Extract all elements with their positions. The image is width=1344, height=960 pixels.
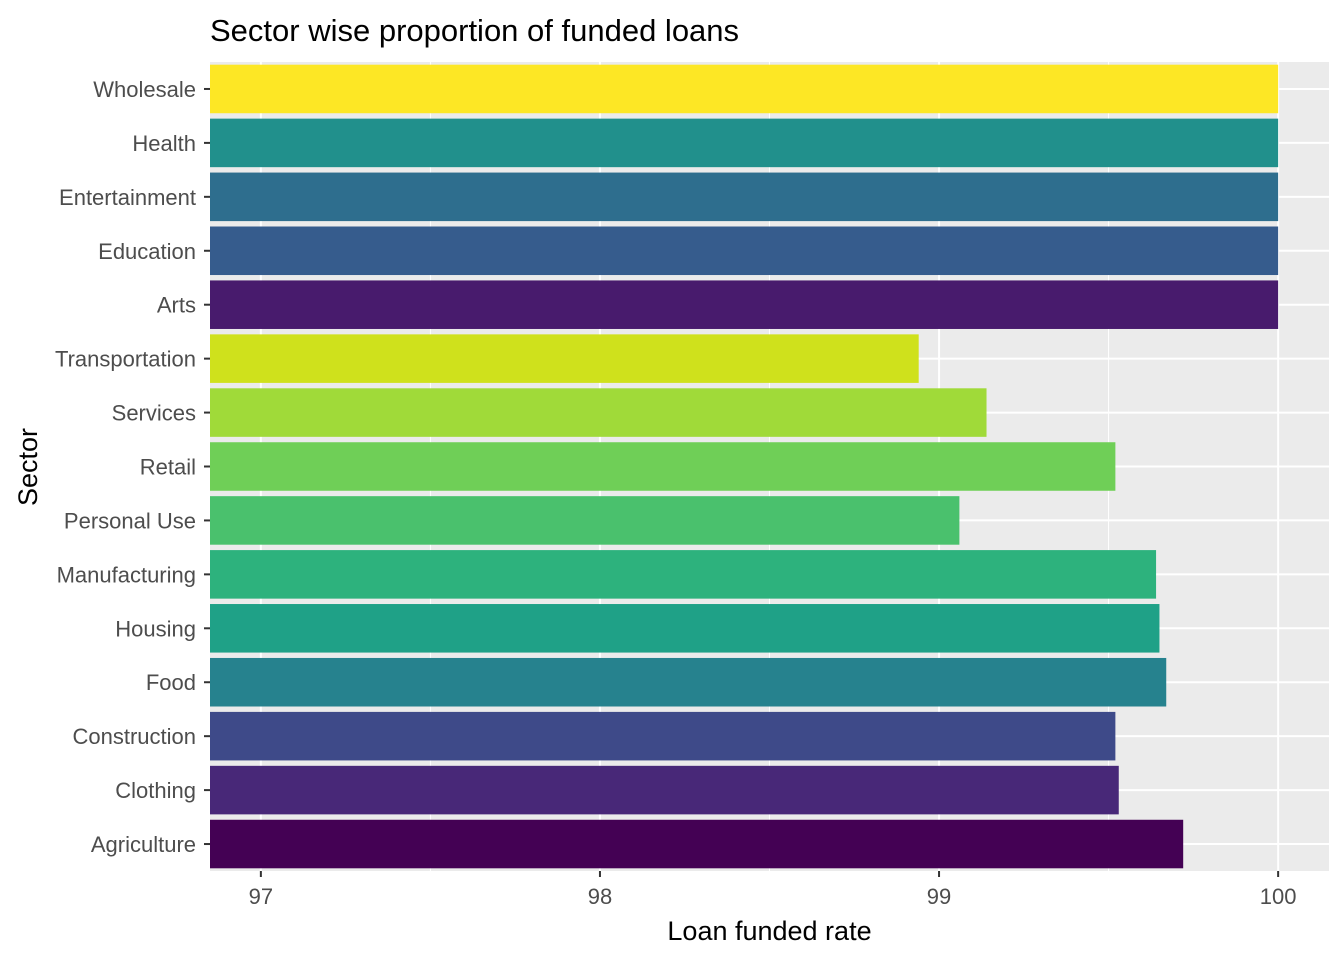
bar-retail (210, 442, 1116, 491)
y-tick-label: Personal Use (64, 508, 196, 533)
y-axis: Agriculture Clothing Construction Food Housi… (55, 77, 210, 857)
y-tick-label: Transportation (55, 347, 196, 372)
y-tick-label: Retail (140, 455, 196, 480)
bar-education (210, 226, 1279, 276)
x-tick-label: 97 (249, 884, 273, 909)
x-tick-label: 100 (1260, 884, 1297, 909)
y-tick-label: Clothing (115, 778, 196, 803)
bar-wholesale (210, 64, 1279, 114)
y-axis-title: Sector (13, 428, 43, 506)
y-tick-label: Services (112, 401, 196, 426)
y-tick-label: Wholesale (93, 77, 196, 102)
bar-clothing (210, 765, 1119, 815)
bar-manufacturing (210, 550, 1157, 599)
y-tick-label: Construction (72, 724, 196, 749)
bar-entertainment (210, 172, 1279, 222)
y-tick-label: Manufacturing (57, 562, 196, 587)
bar-transportation (210, 334, 919, 383)
y-tick-label: Entertainment (59, 185, 196, 210)
y-tick-label: Housing (115, 616, 196, 641)
bars-group (210, 64, 1279, 869)
y-tick-label: Education (98, 239, 196, 264)
x-tick-label: 99 (927, 884, 951, 909)
bar-food (210, 657, 1167, 707)
x-axis-title: Loan funded rate (667, 916, 871, 946)
bar-health (210, 118, 1279, 168)
y-tick-label: Agriculture (91, 832, 196, 857)
y-tick-label: Health (132, 131, 196, 156)
bar-agriculture (210, 819, 1184, 869)
x-axis: 97 98 99 100 (249, 871, 1297, 909)
y-tick-label: Food (146, 670, 196, 695)
bar-services (210, 388, 987, 437)
bar-construction (210, 711, 1116, 761)
chart-title: Sector wise proportion of funded loans (210, 13, 739, 48)
y-tick-label: Arts (157, 293, 196, 318)
x-tick-label: 98 (588, 884, 612, 909)
bar-housing (210, 604, 1160, 653)
bar-personal-use (210, 496, 960, 545)
bar-arts (210, 280, 1279, 329)
